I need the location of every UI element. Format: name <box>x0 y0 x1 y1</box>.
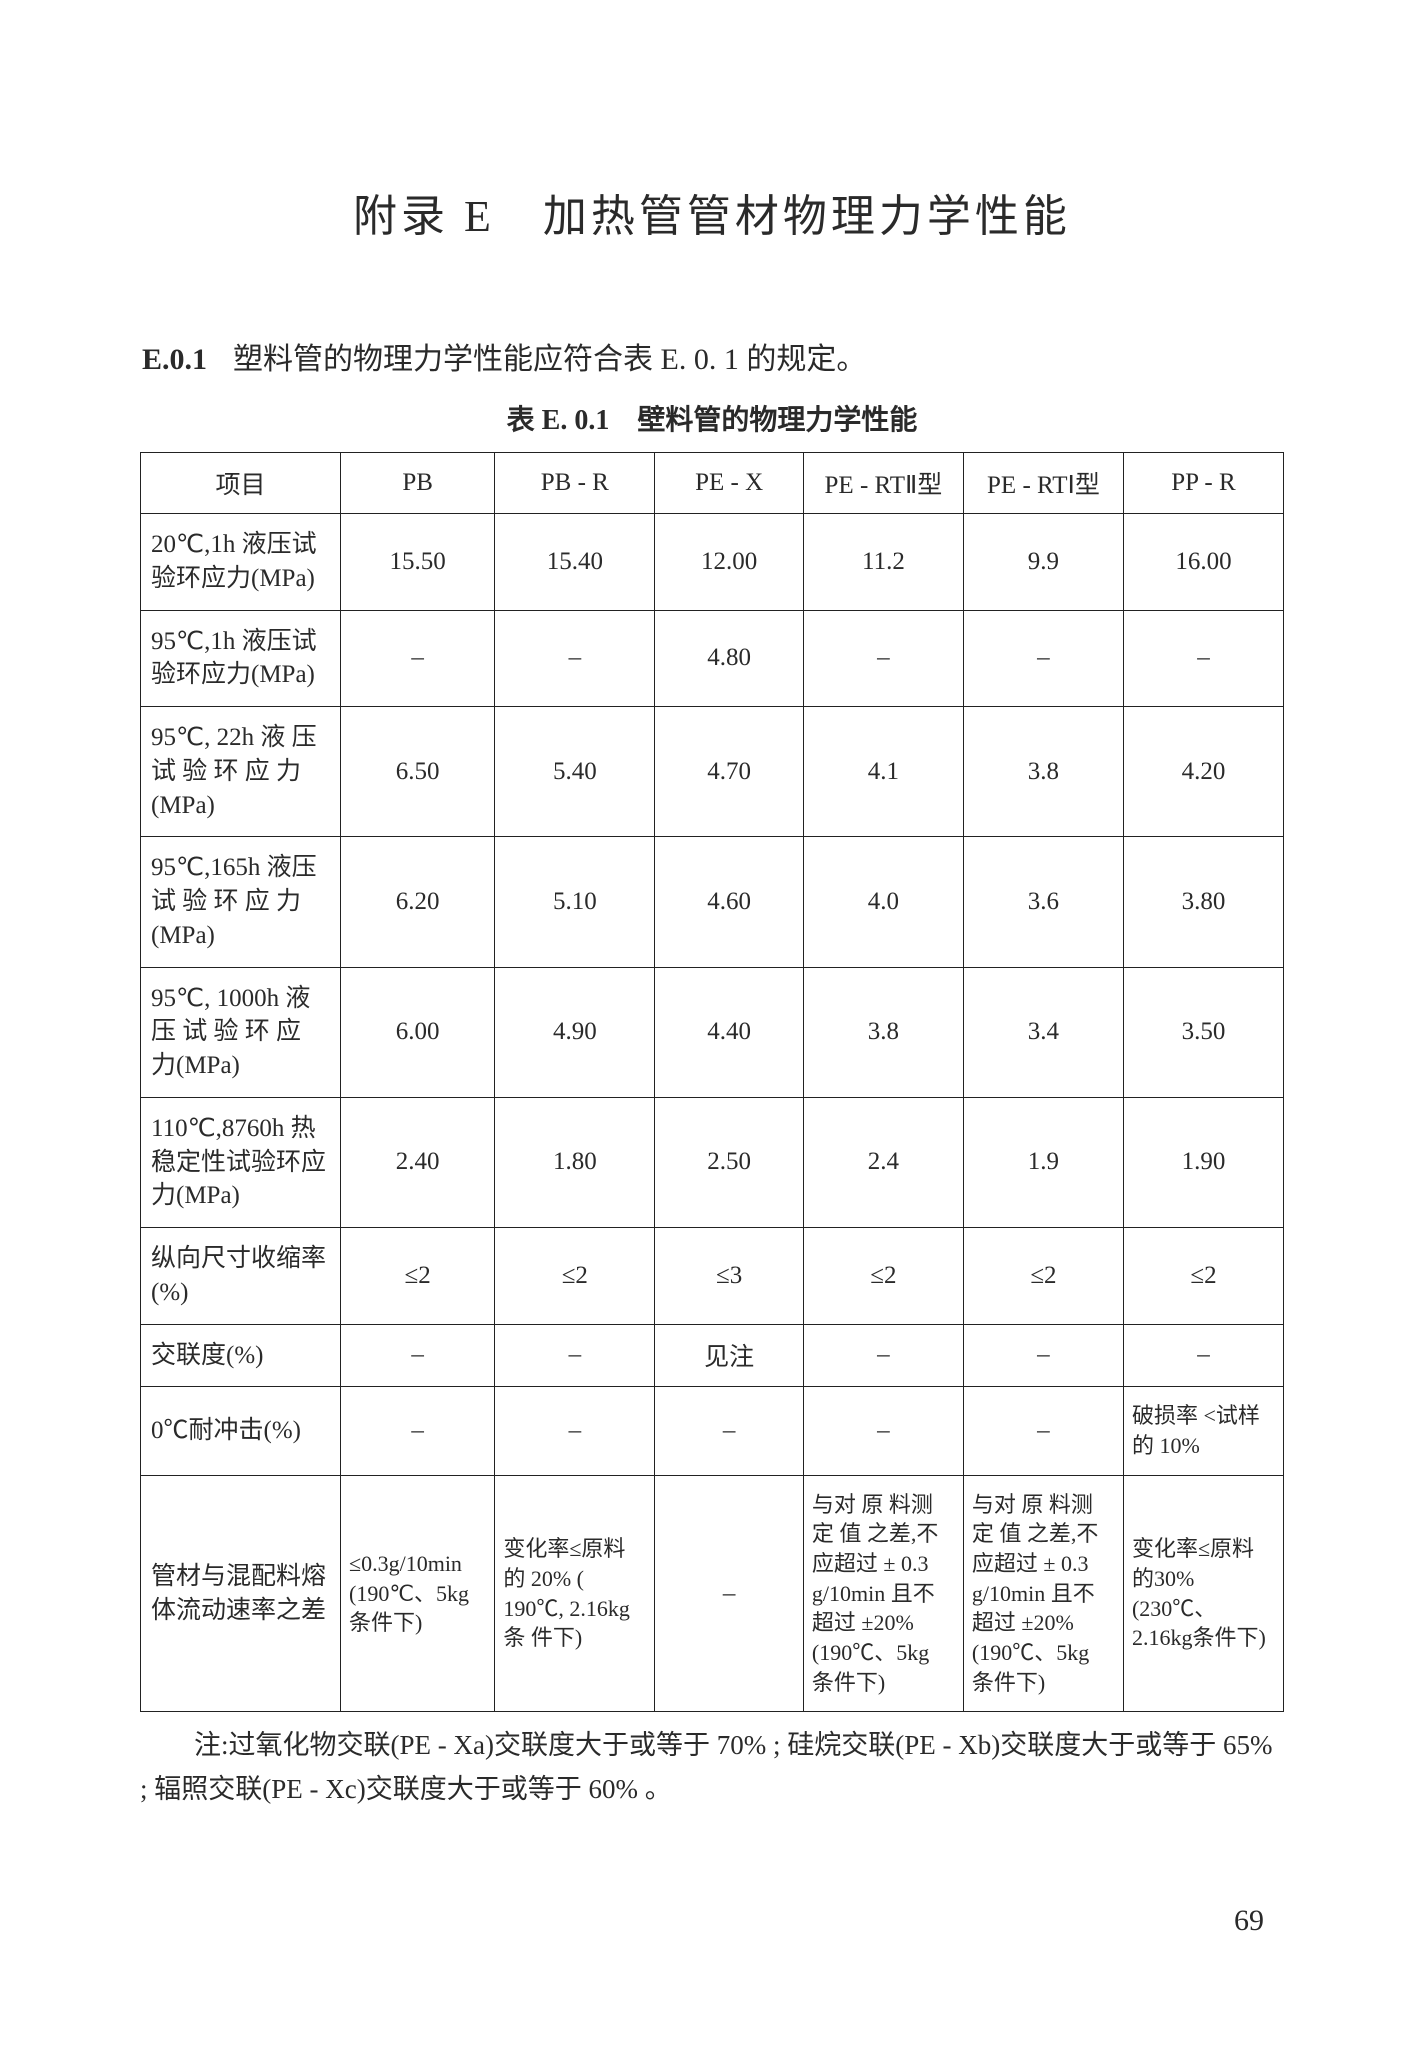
value-cell: – <box>341 610 495 707</box>
section-label: E.0.1 <box>142 343 207 376</box>
value-cell: – <box>655 1387 804 1475</box>
value-cell: 4.90 <box>495 967 655 1097</box>
value-cell: 2.50 <box>655 1097 804 1227</box>
value-cell: – <box>1123 610 1283 707</box>
param-cell: 95℃,165h 液压试 验 环 应 力(MPa) <box>141 837 341 967</box>
param-cell: 95℃, 1000h 液压 试 验 环 应 力(MPa) <box>141 967 341 1097</box>
section-intro: E.0.1 塑料管的物理力学性能应符合表 E. 0. 1 的规定。 <box>140 334 1284 378</box>
value-cell: 与对 原 料测 定 值 之差,不应超过 ± 0.3 g/10min 且不超过 ±… <box>803 1475 963 1712</box>
table-row: 交联度(%)––见注––– <box>141 1324 1284 1387</box>
value-cell: 与对 原 料测 定 值 之差,不应超过 ± 0.3 g/10min 且不超过 ±… <box>963 1475 1123 1712</box>
col-header: PP - R <box>1123 453 1283 514</box>
value-cell: – <box>1123 1324 1283 1387</box>
value-cell: – <box>655 1475 804 1712</box>
value-cell: ≤2 <box>963 1228 1123 1325</box>
properties-table: 项目 PB PB - R PE - X PE - RTⅡ型 PE - RTⅠ型 … <box>140 452 1284 1712</box>
col-header: PE - RTⅡ型 <box>803 453 963 514</box>
value-cell: 4.80 <box>655 610 804 707</box>
value-cell: 4.60 <box>655 837 804 967</box>
value-cell: 变化率≤原料 的 20% ( 190℃, 2.16kg 条 件下) <box>495 1475 655 1712</box>
value-cell: ≤0.3g/10min (190℃、5kg 条件下) <box>341 1475 495 1712</box>
value-cell: – <box>495 1387 655 1475</box>
value-cell: – <box>341 1387 495 1475</box>
value-cell: – <box>495 610 655 707</box>
table-row: 20℃,1h 液压试验环应力(MPa)15.5015.4012.0011.29.… <box>141 514 1284 611</box>
value-cell: 3.8 <box>803 967 963 1097</box>
value-cell: 6.50 <box>341 707 495 837</box>
value-cell: 4.20 <box>1123 707 1283 837</box>
col-header: PB <box>341 453 495 514</box>
col-header: PE - X <box>655 453 804 514</box>
value-cell: 4.1 <box>803 707 963 837</box>
value-cell: 12.00 <box>655 514 804 611</box>
table-header-row: 项目 PB PB - R PE - X PE - RTⅡ型 PE - RTⅠ型 … <box>141 453 1284 514</box>
param-cell: 0℃耐冲击(%) <box>141 1387 341 1475</box>
value-cell: – <box>495 1324 655 1387</box>
value-cell: 6.20 <box>341 837 495 967</box>
value-cell: 4.0 <box>803 837 963 967</box>
value-cell: 3.80 <box>1123 837 1283 967</box>
table-row: 95℃, 1000h 液压 试 验 环 应 力(MPa)6.004.904.40… <box>141 967 1284 1097</box>
table-row: 95℃, 22h 液 压试 验 环 应 力(MPa)6.505.404.704.… <box>141 707 1284 837</box>
page-title: 附录 E 加热管管材物理力学性能 <box>140 180 1284 244</box>
value-cell: 16.00 <box>1123 514 1283 611</box>
value-cell: – <box>963 1387 1123 1475</box>
table-caption: 表 E. 0.1 壁料管的物理力学性能 <box>140 398 1284 438</box>
value-cell: 变化率≤原料的30%(230℃、2.16kg条件下) <box>1123 1475 1283 1712</box>
value-cell: 破损率 <试样的 10% <box>1123 1387 1283 1475</box>
value-cell: 15.50 <box>341 514 495 611</box>
value-cell: – <box>963 1324 1123 1387</box>
table-row: 110℃,8760h 热稳定性试验环应力(MPa)2.401.802.502.4… <box>141 1097 1284 1227</box>
table-row: 95℃,1h 液压试验环应力(MPa)––4.80––– <box>141 610 1284 707</box>
value-cell: 1.90 <box>1123 1097 1283 1227</box>
col-header: PB - R <box>495 453 655 514</box>
value-cell: 6.00 <box>341 967 495 1097</box>
value-cell: 2.4 <box>803 1097 963 1227</box>
value-cell: – <box>803 1387 963 1475</box>
value-cell: 9.9 <box>963 514 1123 611</box>
value-cell: 3.8 <box>963 707 1123 837</box>
value-cell: 11.2 <box>803 514 963 611</box>
value-cell: ≤2 <box>495 1228 655 1325</box>
section-text: 塑料管的物理力学性能应符合表 E. 0. 1 的规定。 <box>233 343 866 376</box>
param-cell: 交联度(%) <box>141 1324 341 1387</box>
value-cell: 5.10 <box>495 837 655 967</box>
table-row: 纵向尺寸收缩率(%)≤2≤2≤3≤2≤2≤2 <box>141 1228 1284 1325</box>
value-cell: 3.6 <box>963 837 1123 967</box>
value-cell: ≤2 <box>803 1228 963 1325</box>
value-cell: 2.40 <box>341 1097 495 1227</box>
value-cell: 1.80 <box>495 1097 655 1227</box>
param-cell: 管材与混配料熔体流动速率之差 <box>141 1475 341 1712</box>
param-cell: 纵向尺寸收缩率(%) <box>141 1228 341 1325</box>
value-cell: ≤2 <box>1123 1228 1283 1325</box>
value-cell: ≤2 <box>341 1228 495 1325</box>
value-cell: 3.50 <box>1123 967 1283 1097</box>
param-cell: 95℃, 22h 液 压试 验 环 应 力(MPa) <box>141 707 341 837</box>
value-cell: – <box>803 1324 963 1387</box>
table-row: 管材与混配料熔体流动速率之差≤0.3g/10min (190℃、5kg 条件下)… <box>141 1475 1284 1712</box>
value-cell: 5.40 <box>495 707 655 837</box>
page-number: 69 <box>1234 1904 1264 1938</box>
table-row: 0℃耐冲击(%)–––––破损率 <试样的 10% <box>141 1387 1284 1475</box>
table-footnote: 注:过氧化物交联(PE - Xa)交联度大于或等于 70% ; 硅烷交联(PE … <box>140 1724 1284 1810</box>
value-cell: – <box>963 610 1123 707</box>
col-header: PE - RTⅠ型 <box>963 453 1123 514</box>
param-cell: 20℃,1h 液压试验环应力(MPa) <box>141 514 341 611</box>
value-cell: 1.9 <box>963 1097 1123 1227</box>
table-row: 95℃,165h 液压试 验 环 应 力(MPa)6.205.104.604.0… <box>141 837 1284 967</box>
value-cell: 4.40 <box>655 967 804 1097</box>
value-cell: 15.40 <box>495 514 655 611</box>
value-cell: 见注 <box>655 1324 804 1387</box>
param-cell: 110℃,8760h 热稳定性试验环应力(MPa) <box>141 1097 341 1227</box>
value-cell: ≤3 <box>655 1228 804 1325</box>
param-cell: 95℃,1h 液压试验环应力(MPa) <box>141 610 341 707</box>
value-cell: 3.4 <box>963 967 1123 1097</box>
value-cell: 4.70 <box>655 707 804 837</box>
col-header: 项目 <box>141 453 341 514</box>
value-cell: – <box>341 1324 495 1387</box>
value-cell: – <box>803 610 963 707</box>
